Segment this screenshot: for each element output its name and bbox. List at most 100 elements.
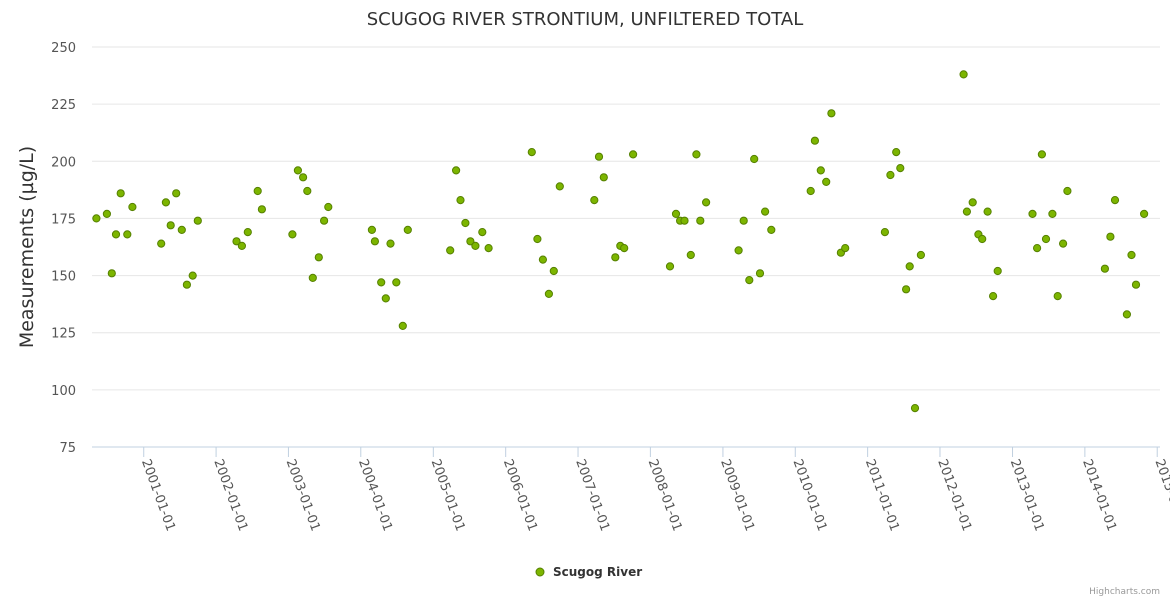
data-point[interactable] [629, 150, 638, 159]
legend-marker[interactable] [535, 567, 545, 577]
data-point[interactable] [303, 186, 312, 196]
data-point[interactable] [549, 266, 558, 276]
data-point[interactable] [182, 280, 191, 289]
data-point[interactable] [620, 244, 629, 253]
data-point[interactable] [253, 186, 262, 196]
data-point[interactable] [461, 218, 470, 228]
data-point[interactable] [696, 216, 705, 225]
data-point[interactable] [237, 241, 246, 250]
data-point[interactable] [761, 207, 770, 216]
data-point[interactable] [377, 278, 386, 287]
data-point[interactable] [111, 230, 121, 239]
data-point[interactable] [611, 253, 620, 262]
data-point[interactable] [686, 250, 695, 260]
credits-link[interactable]: Highcharts.com [1089, 587, 1160, 597]
data-point[interactable] [822, 177, 831, 186]
data-point[interactable] [381, 294, 390, 303]
data-point[interactable] [910, 404, 920, 413]
data-point[interactable] [527, 148, 536, 157]
data-point[interactable] [594, 152, 604, 161]
data-point[interactable] [398, 321, 407, 330]
data-point[interactable] [471, 241, 480, 250]
data-point[interactable] [978, 234, 987, 244]
data-point[interactable] [1053, 292, 1062, 301]
data-point[interactable] [1041, 234, 1051, 244]
data-point[interactable] [157, 239, 166, 248]
data-point[interactable] [886, 170, 895, 180]
data-point[interactable] [827, 109, 836, 118]
data-point[interactable] [367, 225, 376, 234]
data-point[interactable] [193, 216, 202, 225]
data-point[interactable] [166, 221, 175, 230]
data-point[interactable] [116, 189, 125, 198]
data-point[interactable] [692, 150, 701, 159]
data-point[interactable] [739, 216, 748, 225]
data-point[interactable] [734, 246, 743, 255]
data-point[interactable] [446, 246, 455, 255]
data-point[interactable] [1122, 310, 1132, 319]
data-point[interactable] [1063, 186, 1072, 196]
data-point[interactable] [1059, 239, 1068, 248]
data-point[interactable] [555, 182, 564, 191]
data-point[interactable] [1048, 209, 1057, 218]
data-point[interactable] [1110, 196, 1120, 205]
data-point[interactable] [1037, 150, 1047, 159]
data-point[interactable] [750, 154, 759, 164]
data-point[interactable] [702, 198, 711, 207]
data-point[interactable] [989, 292, 998, 301]
data-point[interactable] [599, 173, 608, 182]
data-point[interactable] [962, 207, 972, 216]
legend-label[interactable]: Scugog River [553, 565, 642, 579]
data-point[interactable] [590, 196, 599, 205]
data-point[interactable] [533, 234, 542, 244]
data-point[interactable] [1033, 244, 1042, 253]
series-scugog-river[interactable] [92, 70, 1149, 413]
data-point[interactable] [905, 262, 914, 271]
data-point[interactable] [293, 166, 302, 175]
data-point[interactable] [968, 198, 977, 207]
data-point[interactable] [993, 266, 1002, 276]
data-point[interactable] [324, 202, 333, 212]
data-point[interactable] [257, 205, 266, 214]
data-point[interactable] [745, 276, 754, 285]
data-point[interactable] [308, 273, 317, 282]
legend[interactable]: Scugog River [535, 565, 642, 579]
data-point[interactable] [1140, 209, 1149, 218]
data-point[interactable] [177, 225, 186, 234]
data-point[interactable] [806, 186, 815, 196]
data-point[interactable] [456, 196, 465, 205]
data-point[interactable] [161, 198, 170, 207]
data-point[interactable] [1127, 250, 1136, 260]
data-point[interactable] [810, 136, 820, 145]
data-point[interactable] [320, 216, 329, 225]
data-point[interactable] [1028, 209, 1037, 218]
data-point[interactable] [299, 173, 308, 182]
data-point[interactable] [959, 70, 968, 79]
data-point[interactable] [102, 209, 112, 218]
data-point[interactable] [243, 228, 252, 237]
data-point[interactable] [680, 216, 689, 225]
data-point[interactable] [755, 269, 765, 278]
data-point[interactable] [538, 255, 548, 264]
data-point[interactable] [816, 166, 825, 175]
data-point[interactable] [188, 271, 197, 280]
data-point[interactable] [370, 237, 379, 246]
data-point[interactable] [880, 228, 890, 237]
data-point[interactable] [896, 164, 905, 173]
data-point[interactable] [403, 225, 412, 234]
data-point[interactable] [314, 253, 323, 262]
data-point[interactable] [983, 207, 992, 216]
data-point[interactable] [902, 285, 911, 294]
data-point[interactable] [452, 166, 461, 175]
data-point[interactable] [841, 244, 850, 253]
data-point[interactable] [392, 278, 401, 287]
data-point[interactable] [916, 250, 926, 260]
data-point[interactable] [92, 214, 101, 223]
data-point[interactable] [232, 237, 241, 246]
data-point[interactable] [671, 209, 681, 218]
data-point[interactable] [1106, 232, 1115, 241]
data-point[interactable] [288, 230, 297, 239]
data-point[interactable] [892, 148, 901, 157]
data-point[interactable] [107, 269, 116, 278]
data-point[interactable] [484, 244, 493, 253]
